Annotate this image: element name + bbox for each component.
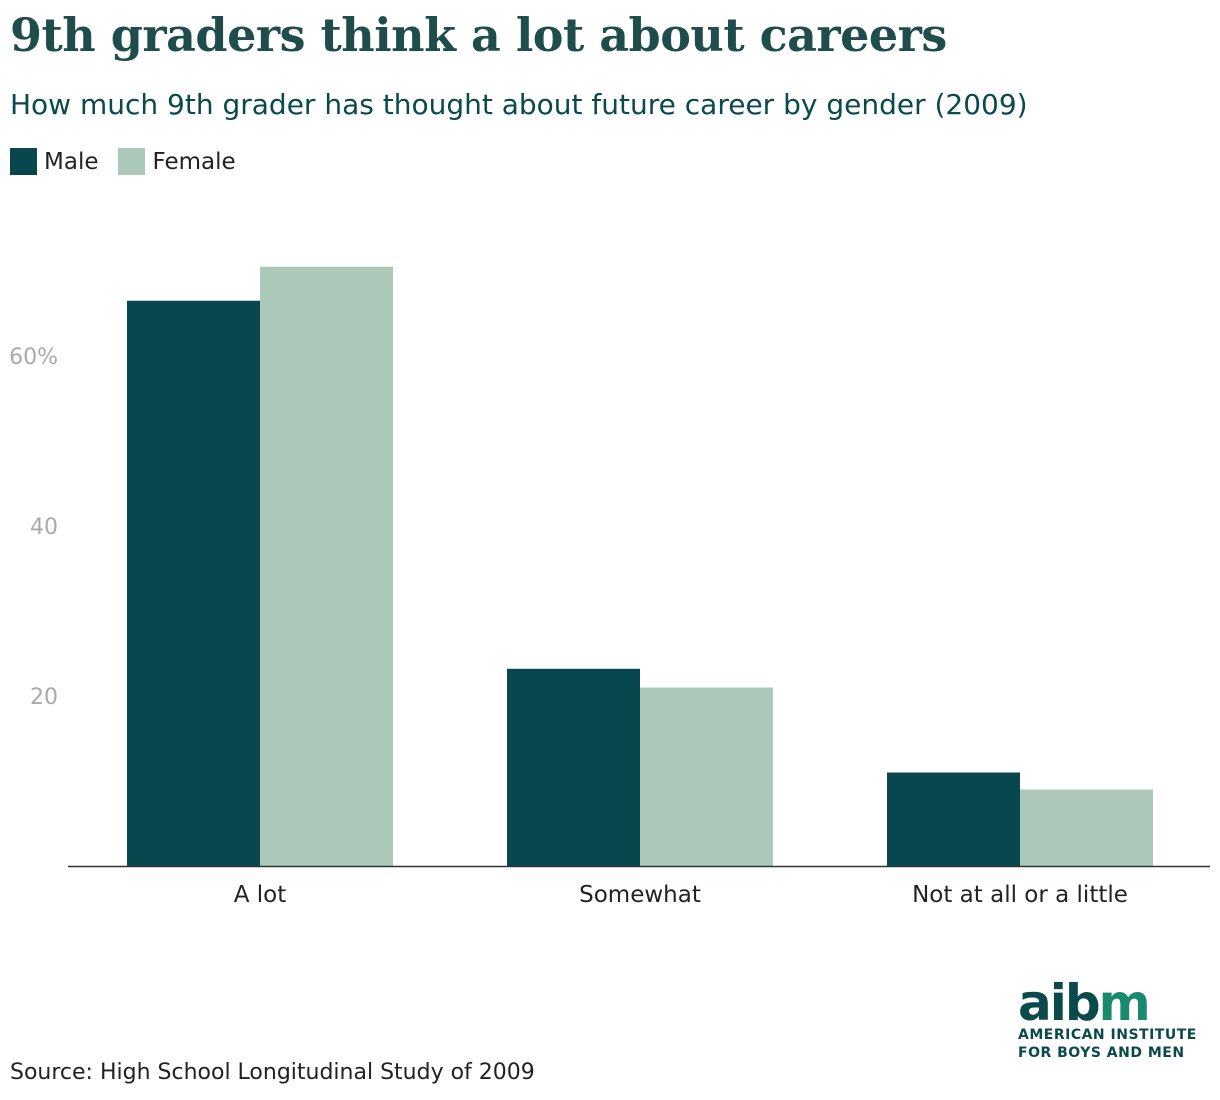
aibm-logo: aibm AMERICAN INSTITUTE FOR BOYS AND MEN [1018, 974, 1197, 1062]
bar-female-0 [260, 266, 393, 866]
y-tick-label: 60% [9, 345, 58, 370]
logo-wordmark: aibm [1018, 974, 1151, 1032]
legend-item-male: Male [10, 148, 98, 175]
legend-label-female: Female [152, 148, 236, 175]
legend-swatch-female [118, 148, 146, 175]
legend-swatch-male [10, 148, 37, 175]
bar-male-1 [507, 668, 640, 866]
legend-label-male: Male [44, 148, 99, 175]
legend-item-female: Female [118, 148, 236, 175]
y-tick-label: 20 [30, 685, 58, 710]
bar-female-1 [640, 687, 773, 866]
chart-title: 9th graders think a lot about careers [10, 8, 947, 62]
legend: Male Female [10, 148, 256, 175]
y-tick-label: 40 [30, 515, 58, 540]
logo-line-1: AMERICAN INSTITUTE [1018, 1027, 1197, 1043]
x-tick-label: A lot [234, 882, 287, 908]
bar-male-2 [887, 772, 1020, 866]
x-tick-label: Not at all or a little [912, 882, 1128, 908]
bar-female-2 [1020, 789, 1153, 866]
logo-line-2: FOR BOYS AND MEN [1018, 1045, 1185, 1061]
x-tick-label: Somewhat [579, 882, 701, 908]
source-note: Source: High School Longitudinal Study o… [10, 1060, 535, 1085]
bar-chart: 20 40 60% A lot Somewhat Not at all or a litt… [9, 266, 1210, 908]
bar-male-0 [127, 300, 260, 866]
chart-subtitle: How much 9th grader has thought about fu… [10, 88, 1028, 121]
